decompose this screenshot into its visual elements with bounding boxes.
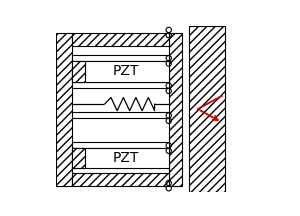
Bar [72,33,169,46]
Bar [72,148,169,168]
Text: PZT: PZT [112,65,139,78]
Text: PZT: PZT [112,151,139,165]
Bar [72,148,85,168]
Bar [72,83,169,88]
Bar [169,33,182,186]
Bar [56,33,72,186]
Bar [72,61,169,83]
Bar [72,61,85,83]
Bar [72,172,169,186]
Bar [72,167,169,173]
Bar [189,26,225,192]
Bar [72,142,169,148]
Bar [72,55,169,61]
Bar [72,112,169,118]
